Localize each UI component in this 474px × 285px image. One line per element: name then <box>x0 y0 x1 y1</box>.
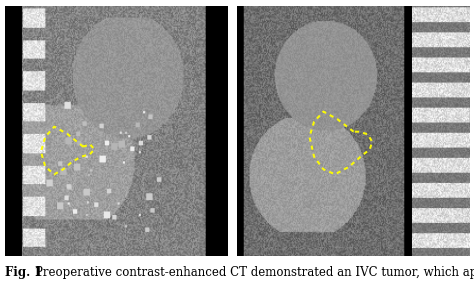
Text: Fig. 1: Fig. 1 <box>5 266 42 279</box>
Text: Preoperative contrast-enhanced CT demonstrated an IVC tumor, which appears to be: Preoperative contrast-enhanced CT demons… <box>35 266 474 279</box>
